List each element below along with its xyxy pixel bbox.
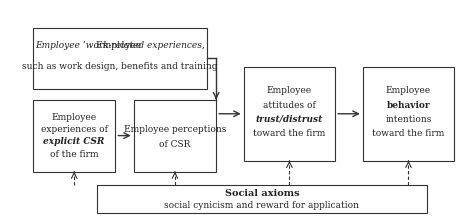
Text: behavior: behavior: [387, 101, 430, 110]
Text: such as work design, benefits and training: such as work design, benefits and traini…: [22, 62, 218, 71]
Text: Employee: Employee: [52, 112, 97, 122]
Text: of the firm: of the firm: [50, 150, 99, 159]
Text: Employee: Employee: [267, 86, 312, 95]
Text: attitudes of: attitudes of: [263, 101, 316, 110]
FancyBboxPatch shape: [134, 100, 216, 171]
Text: explicit CSR: explicit CSR: [44, 137, 105, 146]
Text: Employee: Employee: [386, 86, 431, 95]
Text: Employee perceptions: Employee perceptions: [124, 125, 226, 133]
Text: Employee ’work-related experiences,: Employee ’work-related experiences,: [35, 40, 205, 50]
FancyBboxPatch shape: [33, 28, 207, 89]
Text: intentions: intentions: [385, 115, 432, 124]
FancyBboxPatch shape: [244, 67, 335, 161]
FancyBboxPatch shape: [33, 100, 115, 171]
Text: toward the firm: toward the firm: [253, 129, 326, 138]
Text: social cynicism and reward for application: social cynicism and reward for applicati…: [164, 201, 359, 210]
Text: experiences of: experiences of: [41, 125, 108, 134]
FancyBboxPatch shape: [97, 185, 427, 213]
Text: Employee: Employee: [96, 40, 144, 50]
FancyBboxPatch shape: [363, 67, 454, 161]
Text: Social axioms: Social axioms: [225, 189, 299, 198]
Text: trust/distrust: trust/distrust: [256, 115, 323, 124]
Text: of CSR: of CSR: [159, 140, 191, 149]
Text: toward the firm: toward the firm: [372, 129, 445, 138]
